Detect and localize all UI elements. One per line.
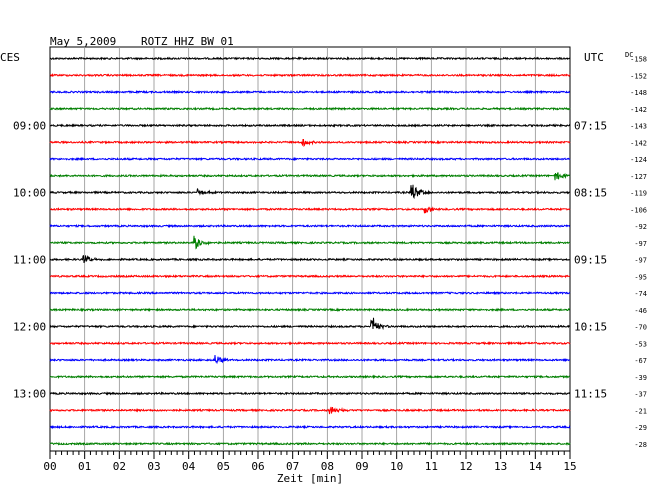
left-timezone: CES <box>0 51 20 64</box>
trace-line <box>49 424 571 430</box>
left-hour-label: 13:00 <box>13 388 46 401</box>
right-hour-label: 07:15 <box>574 120 607 133</box>
right-hour-label: 09:15 <box>574 254 607 267</box>
chart-station: ROTZ HHZ BW 01 <box>141 35 234 48</box>
dc-offset-label: -37 <box>634 391 647 399</box>
x-tick-label: 10 <box>390 460 403 473</box>
dc-offset-label: -53 <box>634 340 647 348</box>
seismic-traces <box>49 56 571 447</box>
right-hour-label: 10:15 <box>574 321 607 334</box>
vertical-grid <box>84 47 536 451</box>
plot-frame <box>49 46 571 452</box>
dc-offset-label: -142 <box>630 106 647 114</box>
dc-offset-label: -74 <box>634 290 647 298</box>
x-tick-label: 08 <box>321 460 334 473</box>
trace-line <box>49 235 571 250</box>
chart-date: May 5,2009 <box>50 35 116 48</box>
dc-offset-label: -46 <box>634 307 647 315</box>
x-tick-label: 01 <box>78 460 91 473</box>
dc-offset-label: -29 <box>634 424 647 432</box>
dc-offset-label: -106 <box>630 206 647 214</box>
dc-offset-label: -92 <box>634 223 647 231</box>
trace-line <box>49 172 571 181</box>
x-tick-label: 07 <box>286 460 299 473</box>
left-hour-label: 11:00 <box>13 254 46 267</box>
left-hour-label: 12:00 <box>13 321 46 334</box>
trace-line <box>49 206 571 214</box>
dc-offset-label: -158 <box>630 56 647 64</box>
dc-offset-label: -95 <box>634 273 647 281</box>
trace-line <box>49 56 571 61</box>
x-tick-label: 15 <box>563 460 576 473</box>
dc-offset-label: -124 <box>630 156 647 164</box>
dc-offset-label: -67 <box>634 357 647 365</box>
x-tick-label: 00 <box>43 460 56 473</box>
x-tick-label: 02 <box>113 460 126 473</box>
trace-line <box>49 73 571 78</box>
trace-line <box>49 374 571 380</box>
trace-line <box>49 406 571 415</box>
dc-offset-label: -70 <box>634 324 647 332</box>
dc-offset-label: -119 <box>630 190 647 198</box>
right-hour-labels: 07:15 08:15 09:15 10:15 11:15 <box>574 120 607 401</box>
trace-line <box>49 307 571 313</box>
trace-line <box>49 441 571 447</box>
x-tick-label: 06 <box>251 460 264 473</box>
x-tick-label: 11 <box>425 460 438 473</box>
x-tick-label: 14 <box>529 460 543 473</box>
trace-line <box>49 156 571 162</box>
dc-offset-label: -39 <box>634 374 647 382</box>
left-hour-label: 09:00 <box>13 120 46 133</box>
dc-offset-label: -127 <box>630 173 647 181</box>
x-tick-label: 04 <box>182 460 196 473</box>
dc-offset-label: -143 <box>630 123 647 131</box>
trace-line <box>49 254 571 264</box>
dc-offset-label: -28 <box>634 441 647 449</box>
trace-line <box>49 223 571 229</box>
dc-label: DC <box>625 51 633 59</box>
x-tick-label: 09 <box>355 460 368 473</box>
x-tick-label: 05 <box>217 460 230 473</box>
trace-line <box>49 340 571 346</box>
trace-line <box>49 89 571 95</box>
left-hour-labels: 09:00 10:00 11:00 12:00 13:00 <box>13 120 46 401</box>
x-axis-label: Zeit [min] <box>277 472 343 485</box>
x-tick-label: 13 <box>494 460 507 473</box>
left-hour-label: 10:00 <box>13 187 46 200</box>
trace-line <box>49 106 571 111</box>
right-hour-label: 11:15 <box>574 388 607 401</box>
trace-line <box>49 391 571 396</box>
dc-offset-label: -21 <box>634 407 647 415</box>
x-tick-label: 03 <box>147 460 160 473</box>
trace-line <box>49 317 571 331</box>
dc-offset-label: -148 <box>630 89 647 97</box>
dc-offset-label: -152 <box>630 72 647 80</box>
right-hour-label: 08:15 <box>574 187 607 200</box>
trace-line <box>49 138 571 148</box>
trace-line <box>49 274 571 279</box>
trace-line <box>49 184 571 200</box>
dc-offset-label: -97 <box>634 257 647 265</box>
trace-line <box>49 290 571 296</box>
dc-offset-labels: -158 -152 -148 -142 -143 -142 -124 -127 -119 -106… <box>630 56 647 449</box>
right-timezone: UTC <box>584 51 604 64</box>
x-axis: 00 01 02 03 04 05 06 07 08 09 10 11 12 13 14 15 <box>43 451 577 473</box>
x-tick-label: 12 <box>459 460 472 473</box>
dc-offset-label: -142 <box>630 139 647 147</box>
trace-line <box>49 355 571 365</box>
trace-line <box>49 123 571 128</box>
dc-offset-label: -97 <box>634 240 647 248</box>
